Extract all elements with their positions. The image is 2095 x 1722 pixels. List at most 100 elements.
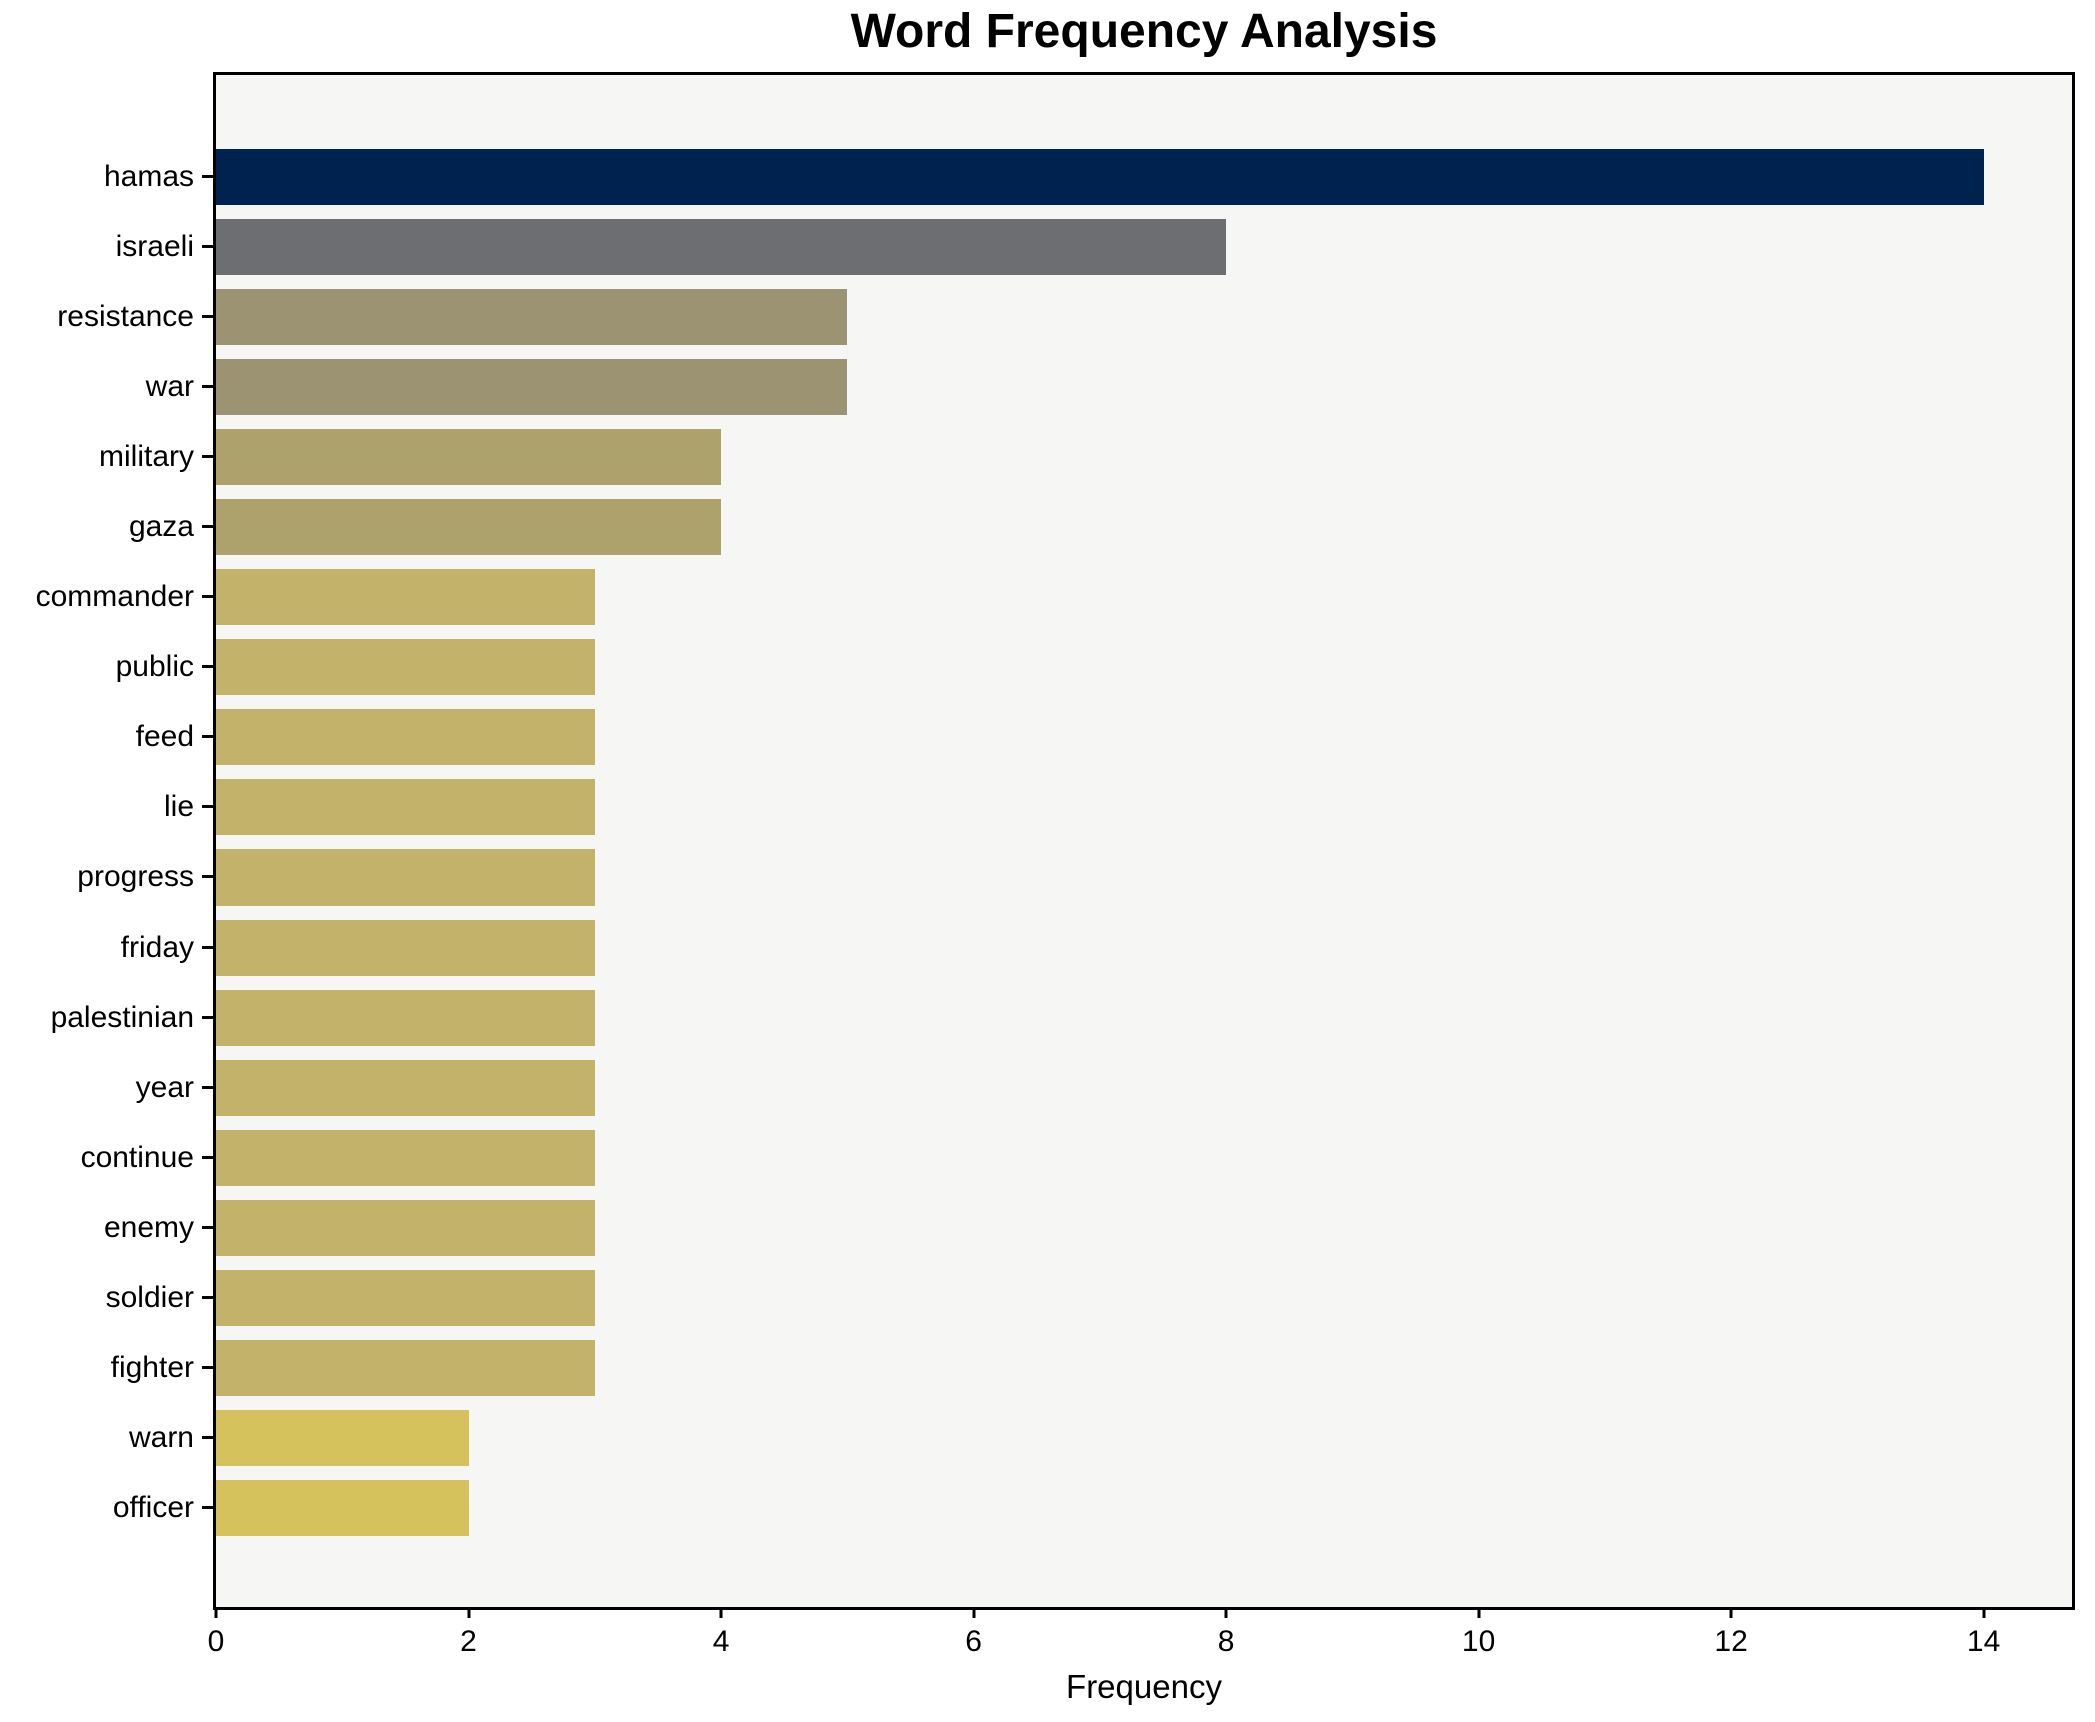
y-tick-label: continue <box>80 1140 194 1174</box>
x-tick <box>1477 1607 1481 1618</box>
y-tick <box>202 1015 214 1019</box>
y-tick-label: warn <box>128 1420 194 1454</box>
y-tick-label: friday <box>120 930 194 964</box>
y-tick <box>202 385 214 389</box>
y-tick-label: feed <box>135 720 194 754</box>
bar-row: military <box>99 422 2072 492</box>
bar-hamas <box>216 149 1984 206</box>
x-tick <box>467 1607 471 1618</box>
bar-year <box>216 1059 595 1116</box>
bar-row: gaza <box>129 492 2072 562</box>
bar-row: continue <box>81 1123 2072 1193</box>
y-tick <box>202 1505 214 1509</box>
x-tick <box>1729 1607 1733 1618</box>
bar-row: warn <box>129 1403 2072 1473</box>
y-tick-label: military <box>99 440 194 474</box>
bar-row: soldier <box>106 1263 2072 1333</box>
bar-row: year <box>136 1053 2072 1123</box>
y-tick <box>202 805 214 809</box>
x-tick-label: 12 <box>1714 1625 1748 1658</box>
y-tick <box>202 1435 214 1439</box>
y-tick <box>202 1155 214 1159</box>
x-tick-label: 4 <box>712 1625 730 1658</box>
y-tick-label: commander <box>35 580 194 614</box>
y-tick <box>202 1295 214 1299</box>
x-tick-label: 6 <box>965 1625 982 1658</box>
y-tick <box>202 595 214 599</box>
bar-row: progress <box>77 842 2072 912</box>
x-tick <box>214 1607 218 1618</box>
bar-row: resistance <box>57 282 2072 352</box>
y-tick-label: progress <box>77 860 194 894</box>
plot-area: hamas israeli resistance war military gaza com… <box>36 72 2075 1658</box>
x-tick-label: 0 <box>207 1625 225 1658</box>
y-tick <box>202 245 214 249</box>
bar-public <box>216 639 595 696</box>
y-tick-label: officer <box>112 1490 194 1524</box>
bar-military <box>216 429 722 486</box>
y-tick-label: hamas <box>103 160 194 194</box>
bar-row: israeli <box>116 212 2072 282</box>
bar-row: fighter <box>111 1333 2072 1403</box>
bar-row: hamas <box>104 142 2072 212</box>
bar-progress <box>216 849 595 906</box>
y-tick <box>202 1225 214 1229</box>
y-tick <box>202 875 214 879</box>
bar-row: enemy <box>104 1193 2072 1263</box>
bar-row: public <box>116 632 2072 702</box>
x-tick <box>1224 1607 1228 1618</box>
bar-warn <box>216 1409 469 1466</box>
y-tick-label: israeli <box>115 230 194 264</box>
y-tick-label: gaza <box>128 510 194 544</box>
x-tick <box>719 1607 723 1618</box>
x-tick-label: 8 <box>1217 1625 1235 1658</box>
bar-row: officer <box>113 1473 2072 1543</box>
bar-row: lie <box>164 772 2072 842</box>
bar-row: palestinian <box>51 983 2072 1053</box>
y-tick-label: fighter <box>110 1350 194 1384</box>
bar-row: feed <box>136 702 2072 772</box>
y-tick-label: year <box>135 1070 194 1104</box>
bar-row: commander <box>36 562 2072 632</box>
y-tick-label: war <box>145 370 194 404</box>
y-tick <box>202 1085 214 1089</box>
y-tick <box>202 735 214 739</box>
y-tick <box>202 525 214 529</box>
y-tick <box>202 455 214 459</box>
bar-lie <box>216 779 595 836</box>
bar-enemy <box>216 1199 595 1256</box>
bar-officer <box>216 1479 469 1536</box>
bar-palestinian <box>216 989 595 1046</box>
bar-gaza <box>216 499 722 556</box>
y-tick-label: public <box>115 650 194 684</box>
bar-feed <box>216 709 595 766</box>
y-tick-label: enemy <box>103 1210 194 1244</box>
x-tick <box>1982 1607 1986 1618</box>
x-tick-label: 14 <box>1966 1625 2001 1658</box>
bar-resistance <box>216 289 848 346</box>
x-tick-label: 2 <box>460 1625 477 1658</box>
x-tick-label: 10 <box>1461 1625 1496 1658</box>
y-tick-label: soldier <box>105 1280 194 1314</box>
bar-fighter <box>216 1339 595 1396</box>
bar-israeli <box>216 219 1227 276</box>
x-tick <box>972 1607 976 1618</box>
chart-title: Word Frequency Analysis <box>850 5 1438 58</box>
y-tick <box>202 315 214 319</box>
y-tick <box>202 665 214 669</box>
bar-friday <box>216 919 595 976</box>
bar-soldier <box>216 1269 595 1326</box>
y-tick <box>202 945 214 949</box>
bar-war <box>216 359 848 416</box>
bar-row: friday <box>121 913 2072 983</box>
bar-continue <box>216 1129 595 1186</box>
x-axis-label: Frequency <box>1066 1668 1222 1705</box>
y-tick-label: lie <box>163 790 194 824</box>
y-tick <box>202 1365 214 1369</box>
bars-container: hamas israeli resistance war military gaza com… <box>36 142 2072 1543</box>
y-tick <box>202 175 214 179</box>
y-tick-label: palestinian <box>50 1000 194 1034</box>
bar-commander <box>216 569 595 626</box>
bar-row: war <box>146 352 2072 422</box>
